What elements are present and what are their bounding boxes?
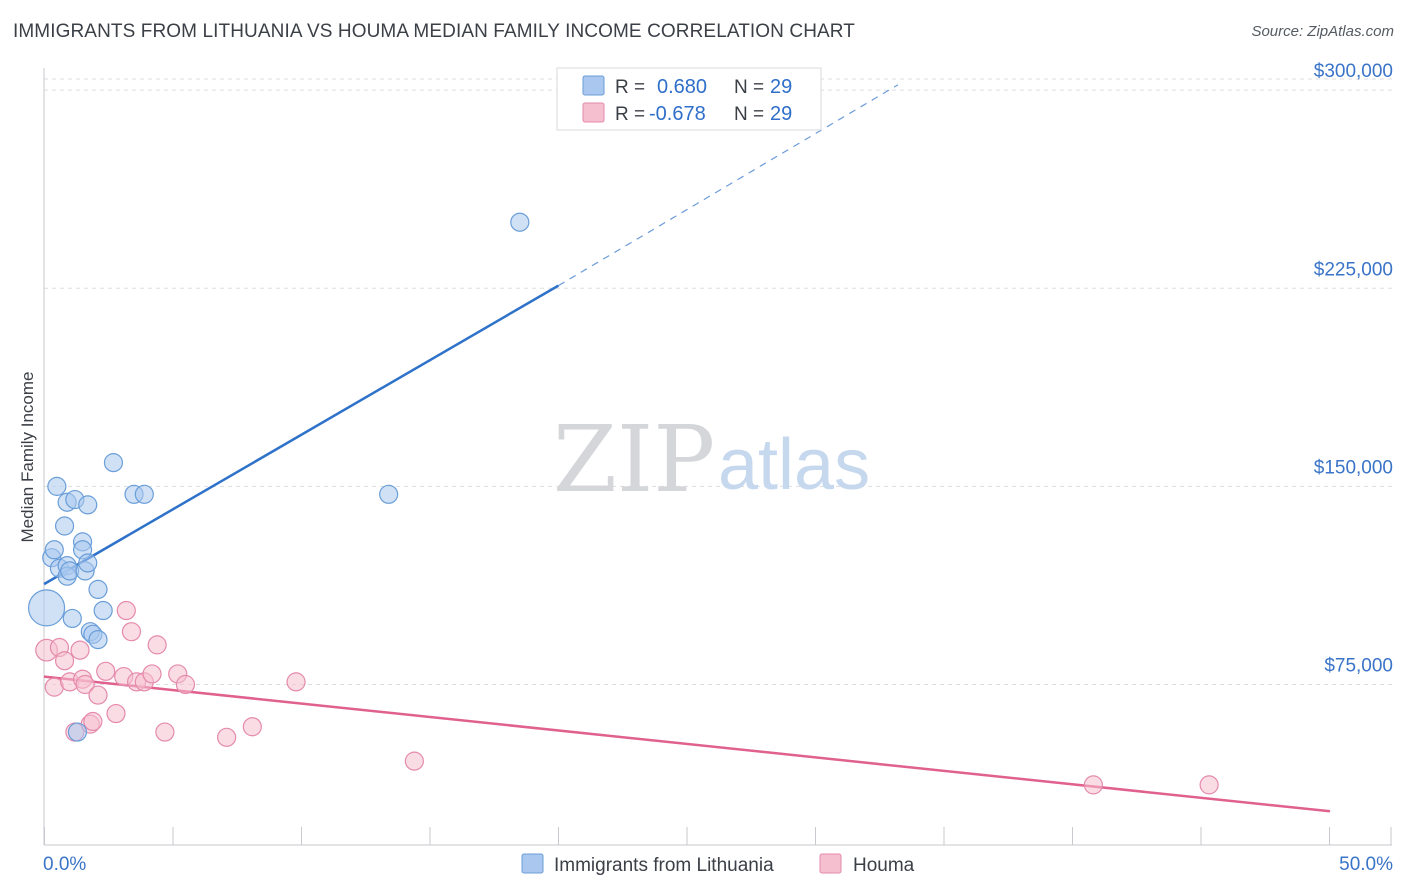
y-tick-label-3: $300,000 xyxy=(1314,61,1393,82)
axes xyxy=(43,68,1392,846)
y-tick-labels: $75,000 $150,000 $225,000 $300,000 xyxy=(1314,61,1393,676)
trend-line-houma xyxy=(43,675,1331,813)
legend-r-label-houma: R = xyxy=(615,104,645,125)
legend-swatch-houma xyxy=(582,102,605,123)
legend-n-value-lithuania: 29 xyxy=(770,76,792,98)
y-axis-label: Median Family Income xyxy=(18,371,37,542)
point-lithuania-21 xyxy=(88,579,108,600)
point-lithuania-23 xyxy=(103,453,124,473)
point-lithuania-10 xyxy=(62,608,82,629)
series-legend: Immigrants from Lithuania Houma xyxy=(521,853,915,876)
point-houma-28 xyxy=(1083,775,1103,795)
watermark-atlas: atlas xyxy=(718,425,870,505)
point-houma-15 xyxy=(116,600,136,621)
point-houma-16 xyxy=(121,622,142,642)
point-lithuania-12 xyxy=(67,722,88,742)
y-tick-label-2: $225,000 xyxy=(1314,259,1393,280)
point-houma-25 xyxy=(242,717,262,737)
point-houma-11 xyxy=(88,685,108,705)
series-legend-swatch-houma xyxy=(819,853,842,874)
point-houma-3 xyxy=(54,651,75,671)
legend-r-value-lithuania: 0.680 xyxy=(657,76,707,98)
y-tick-label-0: $75,000 xyxy=(1324,656,1393,677)
x-tick-label-0: 0.0% xyxy=(43,854,86,875)
trend-line-lithuania xyxy=(43,284,560,586)
point-lithuania-2 xyxy=(44,540,64,560)
x-tick-labels: 0.0% 50.0% xyxy=(43,854,1393,875)
series-legend-label-houma: Houma xyxy=(853,855,915,876)
point-lithuania-26 xyxy=(379,484,399,504)
data-points xyxy=(27,212,1219,795)
point-houma-10 xyxy=(83,711,103,732)
series-legend-label-lithuania: Immigrants from Lithuania xyxy=(554,855,774,876)
point-lithuania-17 xyxy=(78,495,98,515)
point-houma-23 xyxy=(175,674,196,695)
grid-lines xyxy=(44,78,1392,686)
legend-r-value-houma: -0.678 xyxy=(649,103,706,125)
correlation-legend: R = 0.680 N = 29 R = -0.678 N = 29 xyxy=(556,67,822,131)
watermark: ZIP atlas xyxy=(553,406,870,513)
legend-n-value-houma: 29 xyxy=(770,103,792,125)
point-lithuania-22 xyxy=(93,600,113,621)
point-lithuania-20 xyxy=(88,629,108,650)
series-legend-swatch-lithuania xyxy=(521,853,544,874)
point-houma-20 xyxy=(147,635,167,655)
point-houma-12 xyxy=(96,661,116,681)
point-lithuania-16 xyxy=(78,553,98,573)
y-tick-label-1: $150,000 xyxy=(1314,457,1393,478)
legend-r-label-lithuania: R = xyxy=(615,77,645,98)
point-houma-21 xyxy=(155,722,175,742)
point-houma-24 xyxy=(217,727,237,747)
trend-lines xyxy=(43,84,1331,813)
point-houma-29 xyxy=(1199,775,1219,795)
point-lithuania-0 xyxy=(27,589,66,627)
point-lithuania-5 xyxy=(54,516,75,536)
source-credit: Source: ZipAtlas.com xyxy=(1251,23,1394,40)
point-lithuania-25 xyxy=(134,484,154,504)
legend-n-label-lithuania: N = xyxy=(734,77,764,98)
point-lithuania-3 xyxy=(47,476,67,496)
watermark-zip: ZIP xyxy=(553,406,715,513)
trend-line-lithuania-extension xyxy=(558,84,899,287)
point-houma-19 xyxy=(142,664,162,684)
point-houma-8 xyxy=(75,674,95,695)
point-houma-6 xyxy=(70,640,90,660)
point-houma-27 xyxy=(404,751,424,771)
point-lithuania-27 xyxy=(510,212,530,232)
point-houma-26 xyxy=(286,672,306,692)
chart-title: IMMIGRANTS FROM LITHUANIA VS HOUMA MEDIA… xyxy=(13,21,855,42)
legend-swatch-lithuania xyxy=(582,75,605,96)
x-tick-label-1: 50.0% xyxy=(1339,854,1393,875)
point-houma-13 xyxy=(106,703,126,724)
legend-n-label-houma: N = xyxy=(734,104,764,125)
